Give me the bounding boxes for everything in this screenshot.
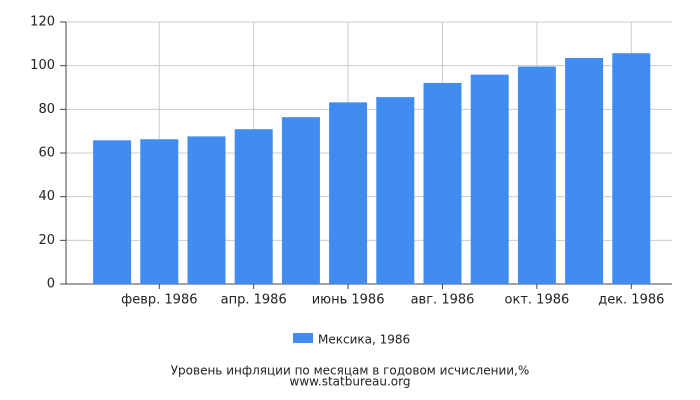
legend-swatch	[293, 333, 313, 343]
bar	[234, 129, 273, 284]
bar	[517, 66, 556, 284]
x-tick-label: февр. 1986	[121, 293, 197, 308]
legend-label: Мексика, 1986	[318, 333, 410, 347]
bar	[281, 117, 320, 285]
x-tick-label: окт. 1986	[505, 293, 570, 308]
y-tick-label: 120	[30, 15, 55, 30]
y-tick-label: 40	[38, 189, 55, 204]
bar	[565, 58, 604, 285]
y-tick-label: 100	[30, 58, 55, 73]
chart-title: Уровень инфляции по месяцам в годовом ис…	[171, 364, 530, 378]
x-tick-label: июнь 1986	[312, 293, 385, 308]
bar	[140, 139, 179, 284]
y-tick-label: 0	[47, 277, 55, 292]
y-tick-label: 60	[38, 146, 55, 161]
bar	[329, 102, 368, 284]
bar	[93, 140, 132, 284]
x-tick-label: дек. 1986	[598, 293, 664, 308]
y-tick-label: 20	[38, 233, 55, 248]
bar	[376, 97, 415, 285]
source: www.statbureau.org	[290, 375, 411, 389]
bar	[612, 53, 651, 285]
bar	[187, 136, 226, 284]
y-tick-label: 80	[38, 102, 55, 117]
x-tick-label: апр. 1986	[221, 293, 287, 308]
x-tick-label: авг. 1986	[411, 293, 475, 308]
bar	[423, 82, 462, 284]
bar	[470, 74, 509, 284]
